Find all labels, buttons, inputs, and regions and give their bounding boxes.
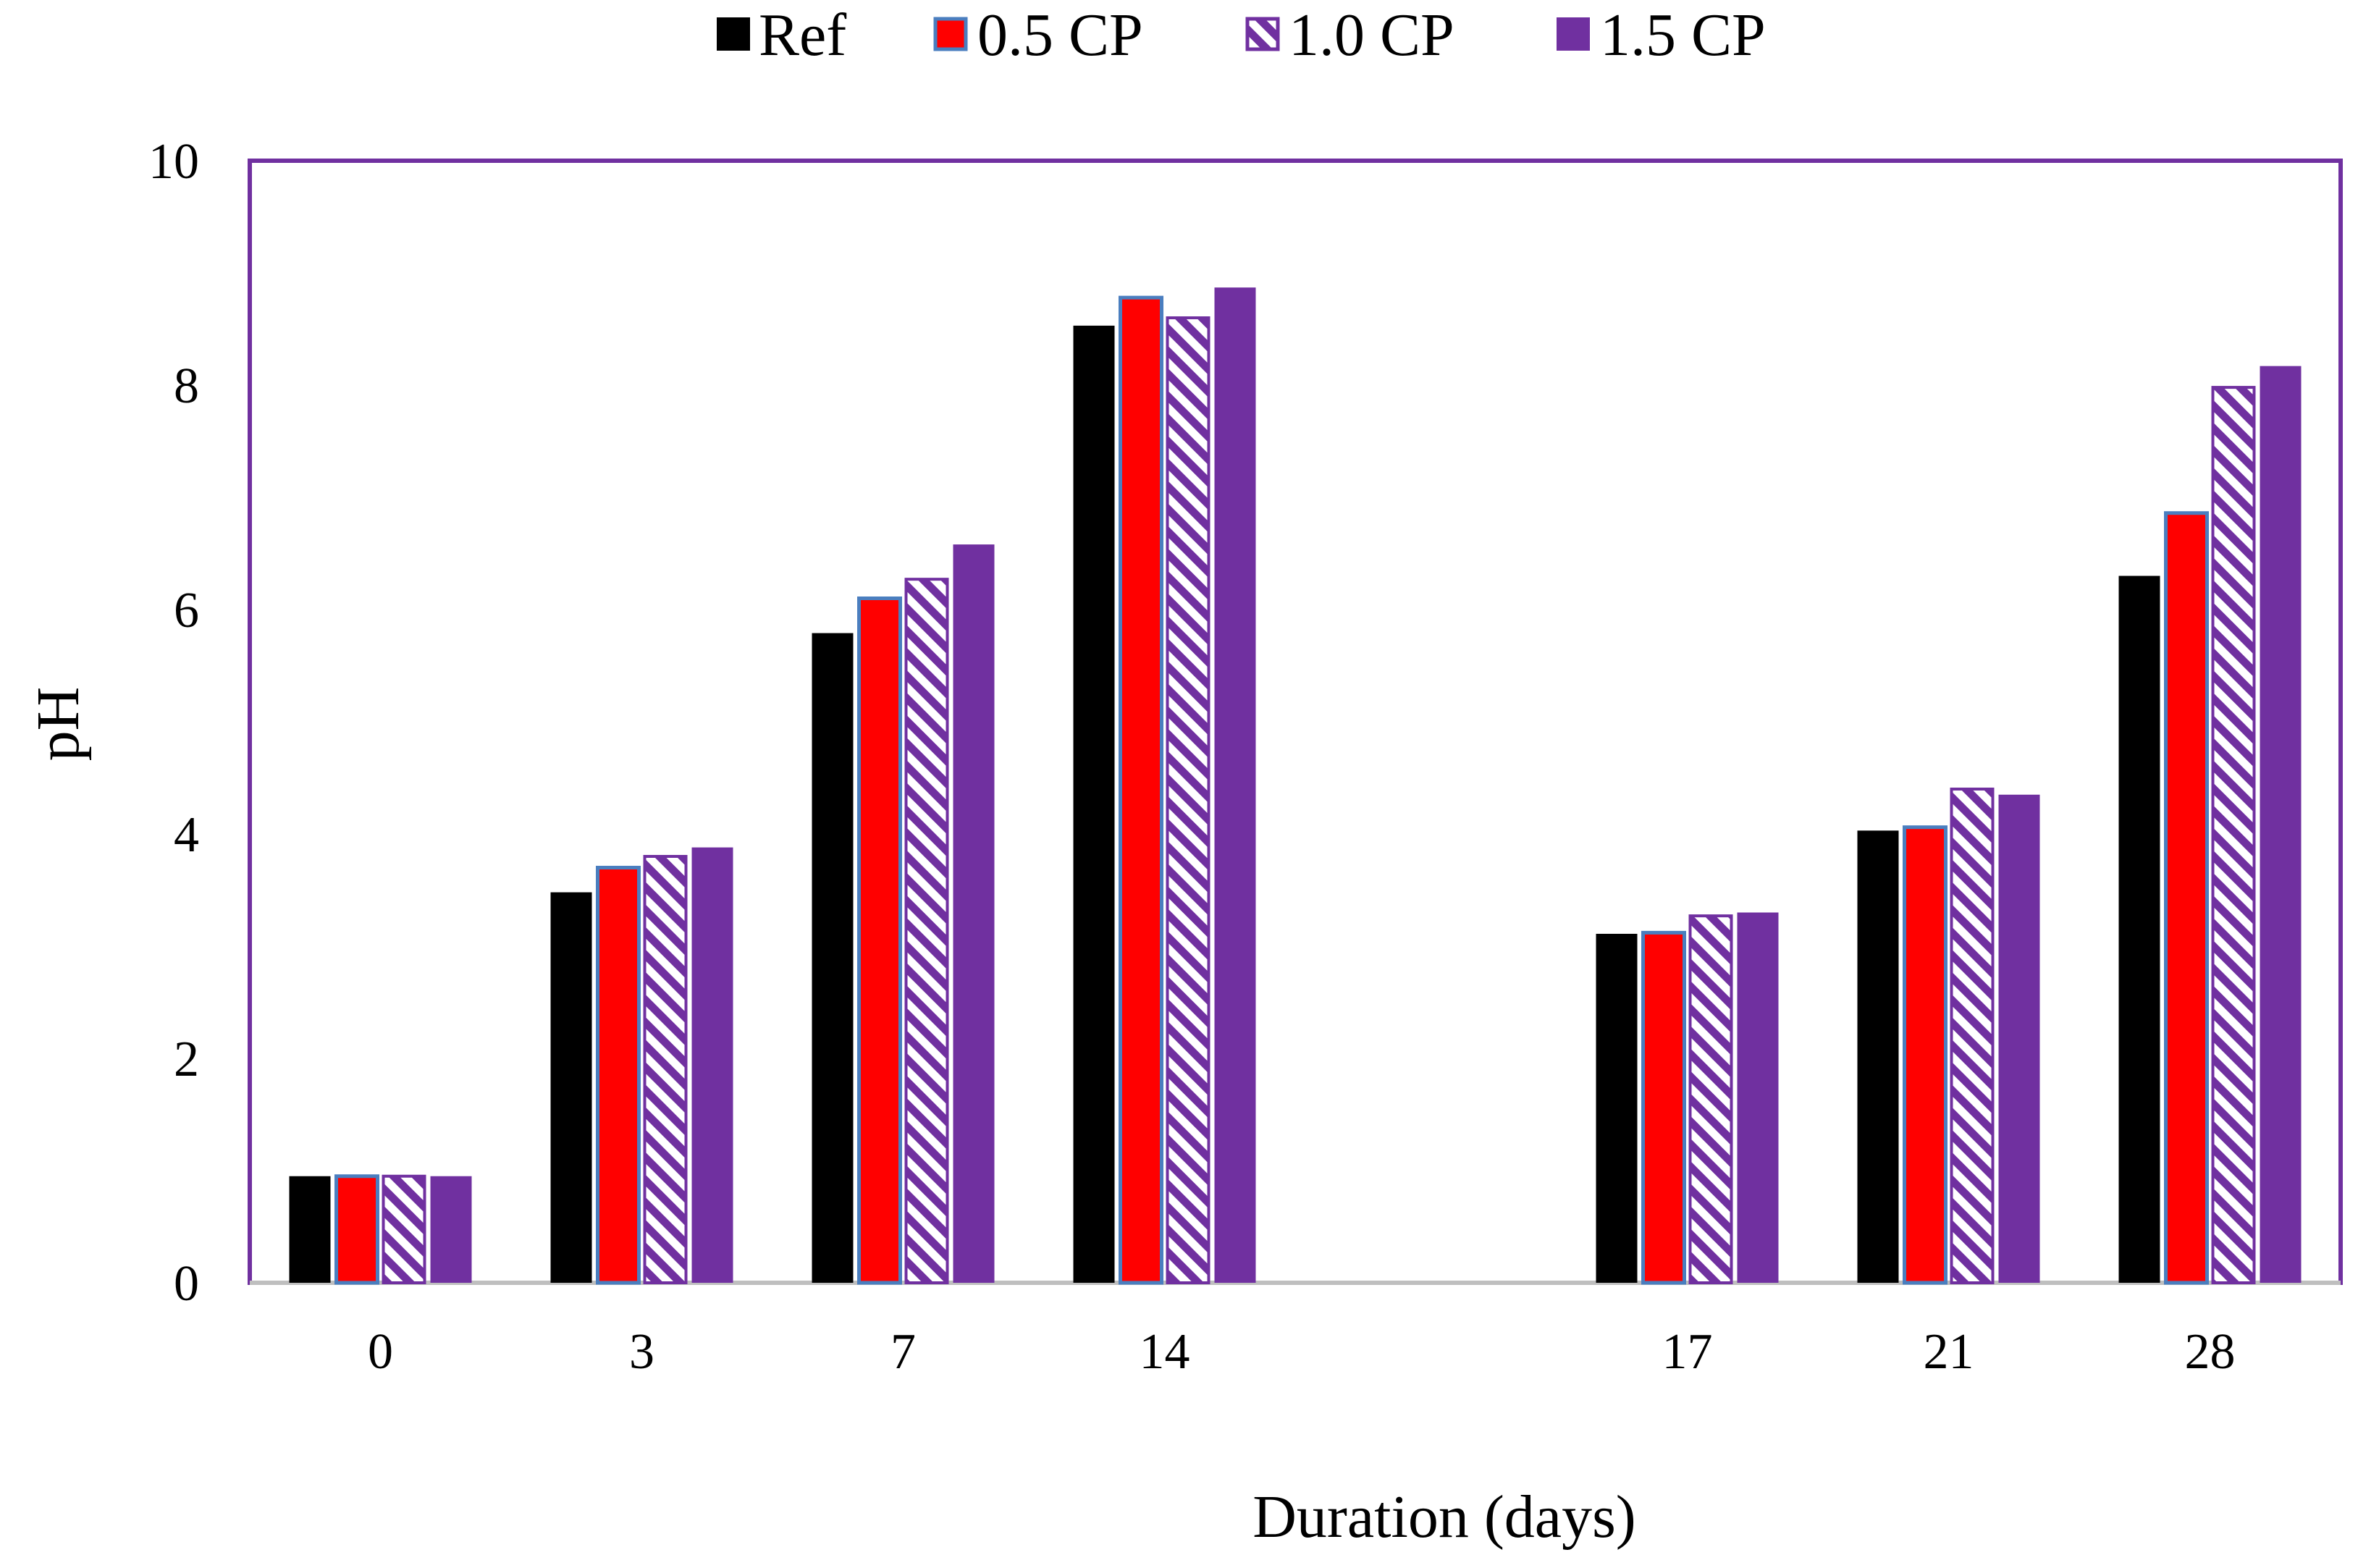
bar-1-5-cp-day-0	[430, 1176, 472, 1283]
x-tick-label: 3	[629, 1324, 654, 1380]
bar-1-0-cp-day-0	[382, 1174, 426, 1284]
bar-1-5-cp-day-14	[1214, 287, 1256, 1283]
bar-1-0-cp-day-3	[643, 855, 688, 1284]
bar-0-5-cp-day-17	[1641, 930, 1686, 1285]
legend-label-1-0-cp: 1.0 CP	[1289, 1, 1454, 69]
bar-ref-day-7	[812, 633, 854, 1283]
y-tick-label: 0	[174, 1256, 199, 1312]
bar-0-5-cp-day-14	[1119, 295, 1163, 1285]
x-tick-label: 28	[2185, 1324, 2236, 1380]
bar-1-0-cp-day-14	[1166, 316, 1210, 1284]
bar-1-5-cp-day-7	[953, 544, 995, 1283]
x-tick-label: 0	[368, 1324, 393, 1380]
legend: Ref 0.5 CP 1.0 CP 1.5 CP	[717, 1, 1766, 69]
bar-1-0-cp-day-7	[904, 578, 949, 1284]
bar-ref-day-14	[1073, 325, 1115, 1284]
bar-0-5-cp-day-28	[2164, 511, 2209, 1285]
bars-layer	[289, 287, 2302, 1285]
bar-ref-day-17	[1596, 933, 1638, 1283]
y-tick-labels: 0 2 4 6 8 10	[148, 134, 199, 1312]
x-tick-label: 21	[1924, 1324, 1974, 1380]
bar-1-5-cp-day-21	[1998, 794, 2040, 1283]
bar-1-0-cp-day-21	[1950, 788, 1995, 1284]
bar-ref-day-3	[550, 892, 592, 1283]
bar-ref-day-28	[2118, 576, 2160, 1283]
x-tick-label: 7	[890, 1324, 916, 1380]
y-tick-label: 10	[148, 134, 199, 190]
x-tick-labels: 0 3 7 14 17 21 28	[368, 1324, 2236, 1380]
legend-label-ref: Ref	[759, 1, 846, 69]
y-tick-label: 6	[174, 583, 199, 638]
legend-label-0-5-cp: 0.5 CP	[977, 1, 1143, 69]
x-tick-label: 14	[1140, 1324, 1190, 1380]
bar-1-0-cp-day-17	[1688, 914, 1733, 1285]
legend-label-1-5-cp: 1.5 CP	[1600, 1, 1766, 69]
bar-0-5-cp-day-21	[1903, 825, 1948, 1285]
bar-1-5-cp-day-17	[1737, 912, 1779, 1283]
y-tick-label: 4	[174, 807, 199, 863]
legend-swatch-1-0-cp	[1245, 17, 1280, 51]
y-axis-title: pH	[25, 687, 92, 762]
bar-0-5-cp-day-3	[596, 866, 641, 1285]
bar-ref-day-0	[289, 1176, 331, 1283]
bar-ref-day-21	[1857, 830, 1899, 1283]
y-tick-label: 8	[174, 358, 199, 414]
legend-swatch-1-5-cp	[1557, 17, 1590, 51]
x-axis-title: Duration (days)	[1252, 1483, 1636, 1551]
bar-1-0-cp-day-28	[2211, 386, 2256, 1284]
bar-1-5-cp-day-3	[691, 847, 733, 1283]
bar-0-5-cp-day-7	[857, 597, 902, 1285]
y-tick-label: 2	[174, 1032, 199, 1087]
bar-0-5-cp-day-0	[334, 1174, 379, 1285]
x-tick-label: 17	[1662, 1324, 1713, 1380]
legend-swatch-0-5-cp	[933, 17, 968, 51]
bar-1-5-cp-day-28	[2260, 366, 2302, 1283]
legend-swatch-ref	[717, 17, 750, 51]
